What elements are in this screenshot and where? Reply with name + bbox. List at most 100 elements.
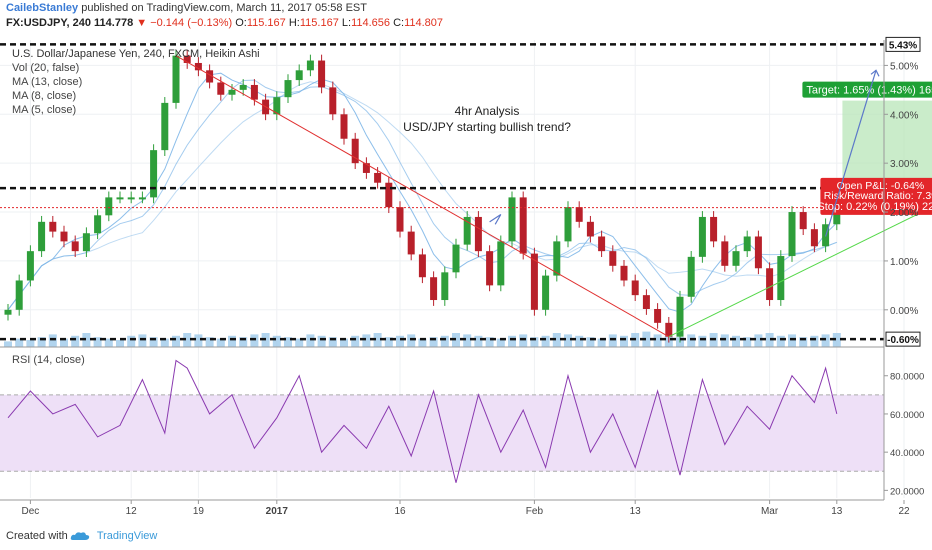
volume-bar bbox=[239, 337, 248, 347]
candle-body bbox=[183, 55, 191, 63]
volume-bar bbox=[284, 337, 292, 347]
trendlines[interactable] bbox=[175, 55, 932, 338]
volume-bar bbox=[48, 334, 57, 347]
volume-bar bbox=[373, 333, 382, 347]
volume-bar bbox=[810, 335, 819, 347]
candle-body bbox=[609, 251, 617, 266]
candle-body bbox=[553, 241, 561, 276]
volume-bar bbox=[396, 335, 404, 347]
ma-line bbox=[7, 79, 837, 311]
price-tick-label: 0.00% bbox=[890, 306, 918, 317]
volume-bar bbox=[37, 337, 46, 347]
volume-bar bbox=[149, 337, 158, 347]
target-label: Target: 1.65% (1.43%) 165.4 bbox=[806, 85, 932, 97]
candle-body bbox=[810, 229, 818, 247]
candle-body bbox=[38, 221, 46, 252]
time-tick-label: 16 bbox=[394, 506, 406, 517]
volume-bar bbox=[485, 337, 494, 347]
volume-bar bbox=[519, 334, 528, 347]
candle-body bbox=[676, 296, 684, 337]
volume-bar bbox=[698, 335, 707, 347]
trendline[interactable] bbox=[175, 55, 670, 338]
cloud-logo-icon bbox=[70, 532, 90, 540]
stop-label-box[interactable] bbox=[820, 177, 932, 215]
target-label-box[interactable] bbox=[802, 81, 932, 98]
projection-arrow-up[interactable] bbox=[825, 70, 877, 237]
volume-bar bbox=[172, 335, 180, 347]
volume-bar bbox=[407, 334, 416, 347]
candle-body bbox=[665, 322, 673, 337]
volume-bar bbox=[250, 334, 259, 347]
volume-bar bbox=[194, 334, 203, 347]
rsi-legend[interactable]: RSI (14, close) bbox=[12, 354, 85, 366]
candle-body bbox=[105, 197, 113, 216]
high-label: H: bbox=[288, 17, 300, 29]
candle-body bbox=[318, 60, 326, 88]
price-change: ▼ −0.144 (−0.13%) bbox=[136, 17, 233, 29]
volume-bar bbox=[552, 333, 561, 347]
candle-body bbox=[654, 308, 662, 323]
candle-body bbox=[766, 268, 774, 301]
candle-body bbox=[598, 236, 606, 252]
candle-body bbox=[788, 212, 796, 257]
candle-body bbox=[284, 80, 292, 98]
level-label: 5.43% bbox=[889, 40, 917, 51]
price-tick-label: 1.00% bbox=[890, 257, 918, 268]
candle-body bbox=[228, 89, 236, 95]
candle-body bbox=[82, 233, 90, 252]
candle-body bbox=[777, 256, 785, 301]
volume-bar bbox=[765, 333, 774, 347]
tradingview-brand[interactable]: TradingView bbox=[96, 530, 158, 542]
volume-bar bbox=[653, 334, 662, 347]
legend-ma8[interactable]: MA (8, close) bbox=[12, 90, 76, 102]
volume-bar bbox=[295, 338, 304, 347]
candle-body bbox=[743, 236, 751, 252]
author-name[interactable]: CailebStanley bbox=[6, 2, 79, 14]
trendline[interactable] bbox=[668, 56, 932, 338]
candle-body bbox=[799, 212, 807, 230]
time-axis[interactable]: Dec1219201716Feb13Mar1322Apr bbox=[22, 500, 932, 517]
candle-body bbox=[15, 280, 23, 310]
candle-body bbox=[150, 150, 158, 198]
candle-body bbox=[687, 256, 695, 297]
long-position-tool[interactable]: Target: 1.65% (1.43%) 165.4 Open P&L: -0… bbox=[802, 81, 932, 215]
candle-body bbox=[486, 251, 494, 286]
price-axis[interactable]: 5.00% 4.00% 3.00% 2.00% 1.00% 0.00% bbox=[884, 61, 918, 317]
ma-line bbox=[7, 81, 837, 311]
volume-bar bbox=[474, 335, 483, 347]
candle-body bbox=[116, 197, 124, 200]
volume-bars bbox=[4, 331, 841, 347]
symbol-label: FX:USDJPY, 240 bbox=[6, 17, 91, 29]
open-label: O: bbox=[235, 17, 247, 29]
candle-body bbox=[430, 277, 438, 301]
candle-body bbox=[732, 251, 740, 266]
volume-bar bbox=[138, 334, 147, 347]
volume-bar bbox=[530, 337, 539, 347]
volume-bar bbox=[205, 337, 214, 347]
candle-body bbox=[374, 172, 382, 183]
volume-bar bbox=[732, 335, 740, 347]
candle-body bbox=[362, 163, 370, 173]
candle-body bbox=[49, 221, 57, 232]
legend-vol[interactable]: Vol (20, false) bbox=[12, 62, 79, 74]
volume-bar bbox=[564, 334, 572, 347]
candle-body bbox=[519, 197, 527, 254]
rsi-series-line bbox=[7, 359, 838, 483]
candle-body bbox=[721, 241, 729, 266]
candle-body bbox=[161, 102, 169, 151]
time-tick-label: 2017 bbox=[266, 506, 289, 517]
rsi-axis[interactable]: 80.0000 60.0000 40.0000 20.0000 bbox=[884, 372, 924, 498]
volume-bar bbox=[463, 334, 472, 347]
legend-ma13[interactable]: MA (13, close) bbox=[12, 76, 82, 88]
volume-bar bbox=[440, 335, 449, 347]
stop-label: Stop: 0.22% (0.19%) 22.4 bbox=[817, 201, 932, 213]
candle-body bbox=[295, 70, 303, 81]
volume-bar bbox=[743, 337, 752, 347]
candle-body bbox=[385, 182, 393, 208]
candle-body bbox=[217, 82, 225, 95]
legend-ma5[interactable]: MA (5, close) bbox=[12, 104, 76, 116]
projection-arrows[interactable] bbox=[489, 69, 880, 237]
candle-body bbox=[239, 84, 247, 90]
rsi-tick-label: 60.0000 bbox=[890, 410, 924, 421]
